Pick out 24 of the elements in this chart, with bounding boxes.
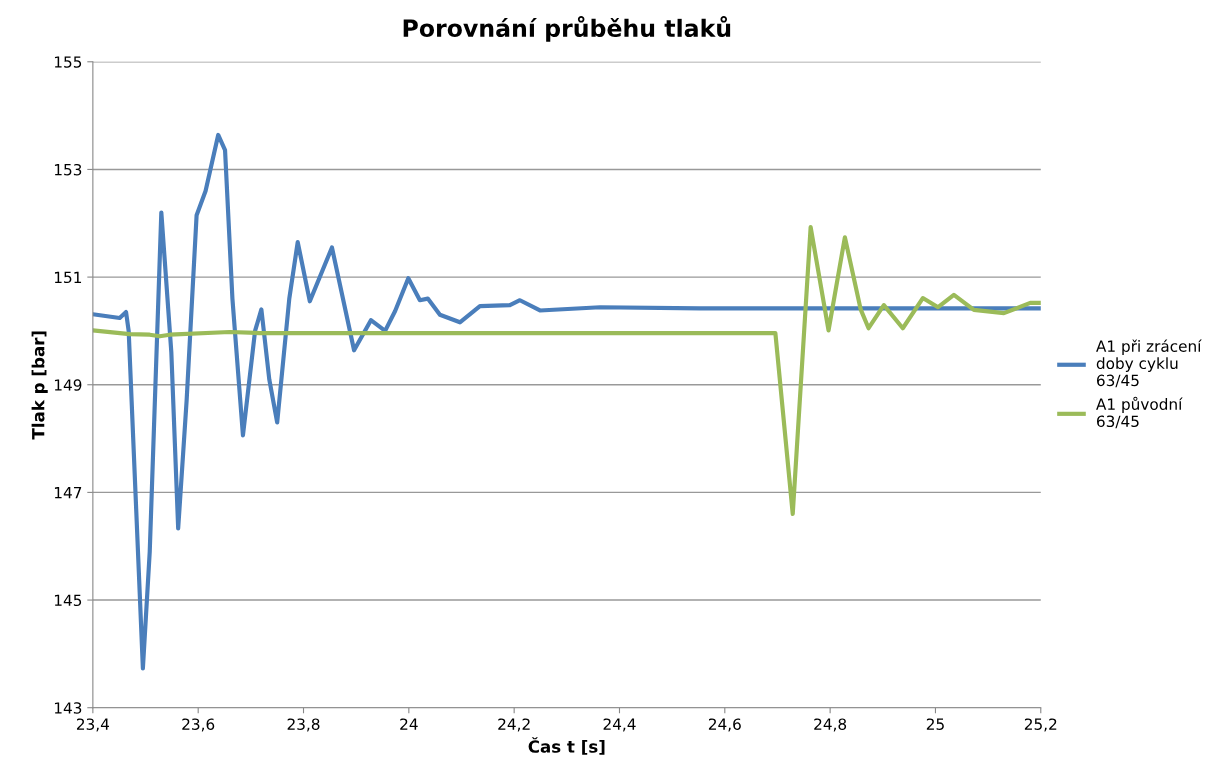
x-tick-label: 24 (400, 718, 418, 730)
line-series (92, 132, 1041, 671)
x-tick-label: 23,4 (76, 718, 110, 732)
y-tick-label: 147 (54, 487, 82, 499)
chart-title: Porovnání průběhu tlaků (403, 16, 731, 42)
x-tick-label: 24,4 (603, 718, 636, 732)
x-tick-label: 24,8 (814, 718, 847, 732)
x-tick-label: 24,2 (498, 718, 530, 732)
line-series (92, 224, 1041, 517)
y-tick-label: 153 (54, 163, 82, 176)
y-tick-label: 151 (54, 271, 82, 284)
x-tick-label: 25,2 (1024, 718, 1057, 732)
legend-label: A1 původní 63/45 (1096, 396, 1183, 429)
y-tick-label: 149 (54, 379, 82, 391)
y-tick-label: 145 (54, 594, 82, 607)
x-tick-label: 23,6 (182, 718, 215, 732)
legend-label: A1 při zrácení doby cyklu 63/45 (1096, 339, 1202, 388)
x-tick-label: 24,6 (708, 718, 741, 732)
x-tick-label: 23,8 (287, 718, 320, 732)
y-axis-title: Tlak p [bar] (31, 331, 48, 440)
y-tick-label: 155 (54, 56, 82, 68)
x-axis-title: Čas t [s] (528, 737, 605, 755)
y-tick-label: 143 (54, 702, 82, 714)
x-tick-label: 25 (926, 718, 944, 730)
